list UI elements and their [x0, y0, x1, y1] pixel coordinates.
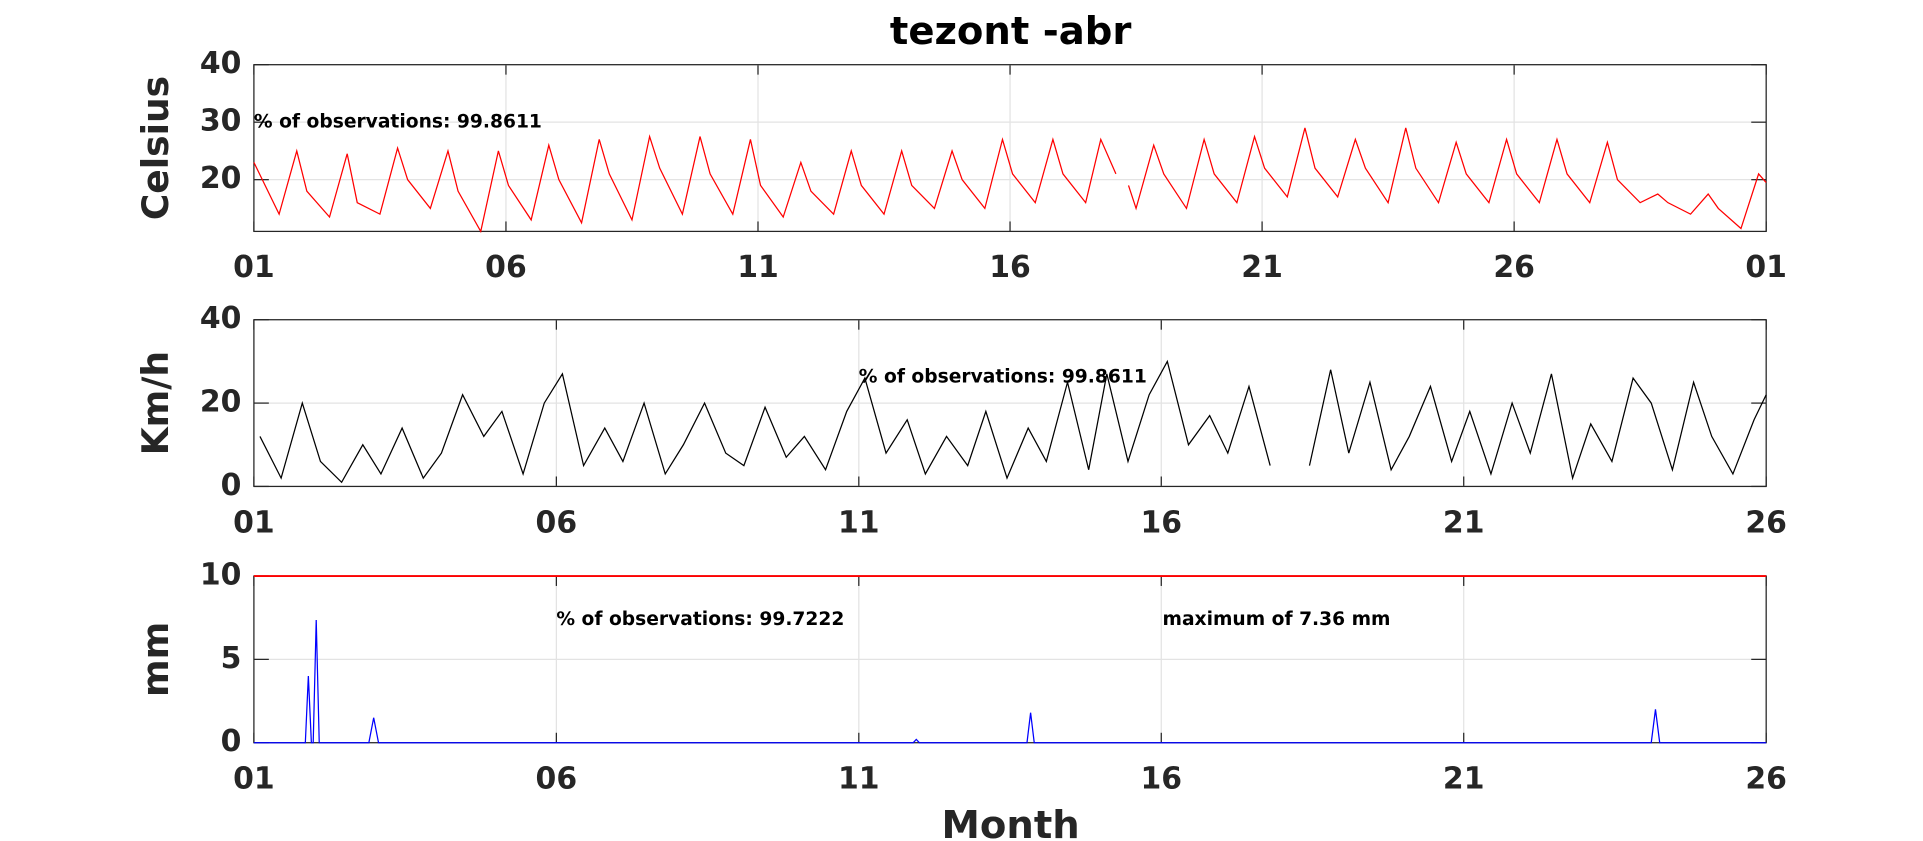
x-tick-label: 06 — [485, 250, 527, 285]
x-tick-label: 01 — [233, 762, 275, 797]
x-tick-label: 16 — [1140, 505, 1182, 540]
x-tick-label: 16 — [989, 250, 1031, 285]
axes-box — [253, 319, 1767, 488]
x-tick-label: 01 — [233, 250, 275, 285]
x-tick-label: 21 — [1443, 762, 1485, 797]
y-tick-label: 20 — [200, 161, 242, 196]
x-tick-label: 26 — [1745, 762, 1787, 797]
y-tick-label: 0 — [221, 724, 242, 759]
x-tick-label: 26 — [1493, 250, 1535, 285]
x-tick-label: 06 — [536, 762, 578, 797]
x-tick-label: 06 — [536, 505, 578, 540]
x-tick-label: 16 — [1140, 762, 1182, 797]
x-tick-label: 21 — [1443, 505, 1485, 540]
x-tick-label: 11 — [838, 762, 880, 797]
y-tick-label: 5 — [221, 641, 242, 676]
y-tick-label: 30 — [200, 104, 242, 139]
annotation: % of observations: 99.8611 — [254, 111, 542, 132]
y-tick-label: 40 — [200, 301, 242, 336]
y-axis-label: Km/h — [135, 351, 177, 455]
y-tick-label: 20 — [200, 385, 242, 420]
y-tick-label: 0 — [221, 468, 242, 503]
y-axis-label: mm — [135, 622, 177, 697]
data-line — [259, 359, 1767, 484]
x-tick-label: 01 — [233, 505, 275, 540]
axes-box — [253, 64, 1767, 233]
annotation: % of observations: 99.7222 — [556, 609, 844, 630]
data-line — [253, 620, 1767, 744]
annotation: % of observations: 99.8611 — [859, 366, 1147, 387]
x-tick-label: 01 — [1745, 250, 1787, 285]
x-tick-label: 21 — [1241, 250, 1283, 285]
x-tick-label: 11 — [737, 250, 779, 285]
x-axis-label: Month — [942, 803, 1080, 841]
chart-title: tezont -abr — [890, 9, 1132, 54]
y-tick-label: 40 — [200, 46, 242, 81]
y-tick-label: 10 — [200, 558, 242, 593]
x-tick-label: 11 — [838, 505, 880, 540]
data-line — [253, 127, 1767, 234]
x-tick-label: 26 — [1745, 505, 1787, 540]
y-axis-label: Celsius — [135, 76, 177, 220]
annotation: maximum of 7.36 mm — [1163, 609, 1391, 630]
